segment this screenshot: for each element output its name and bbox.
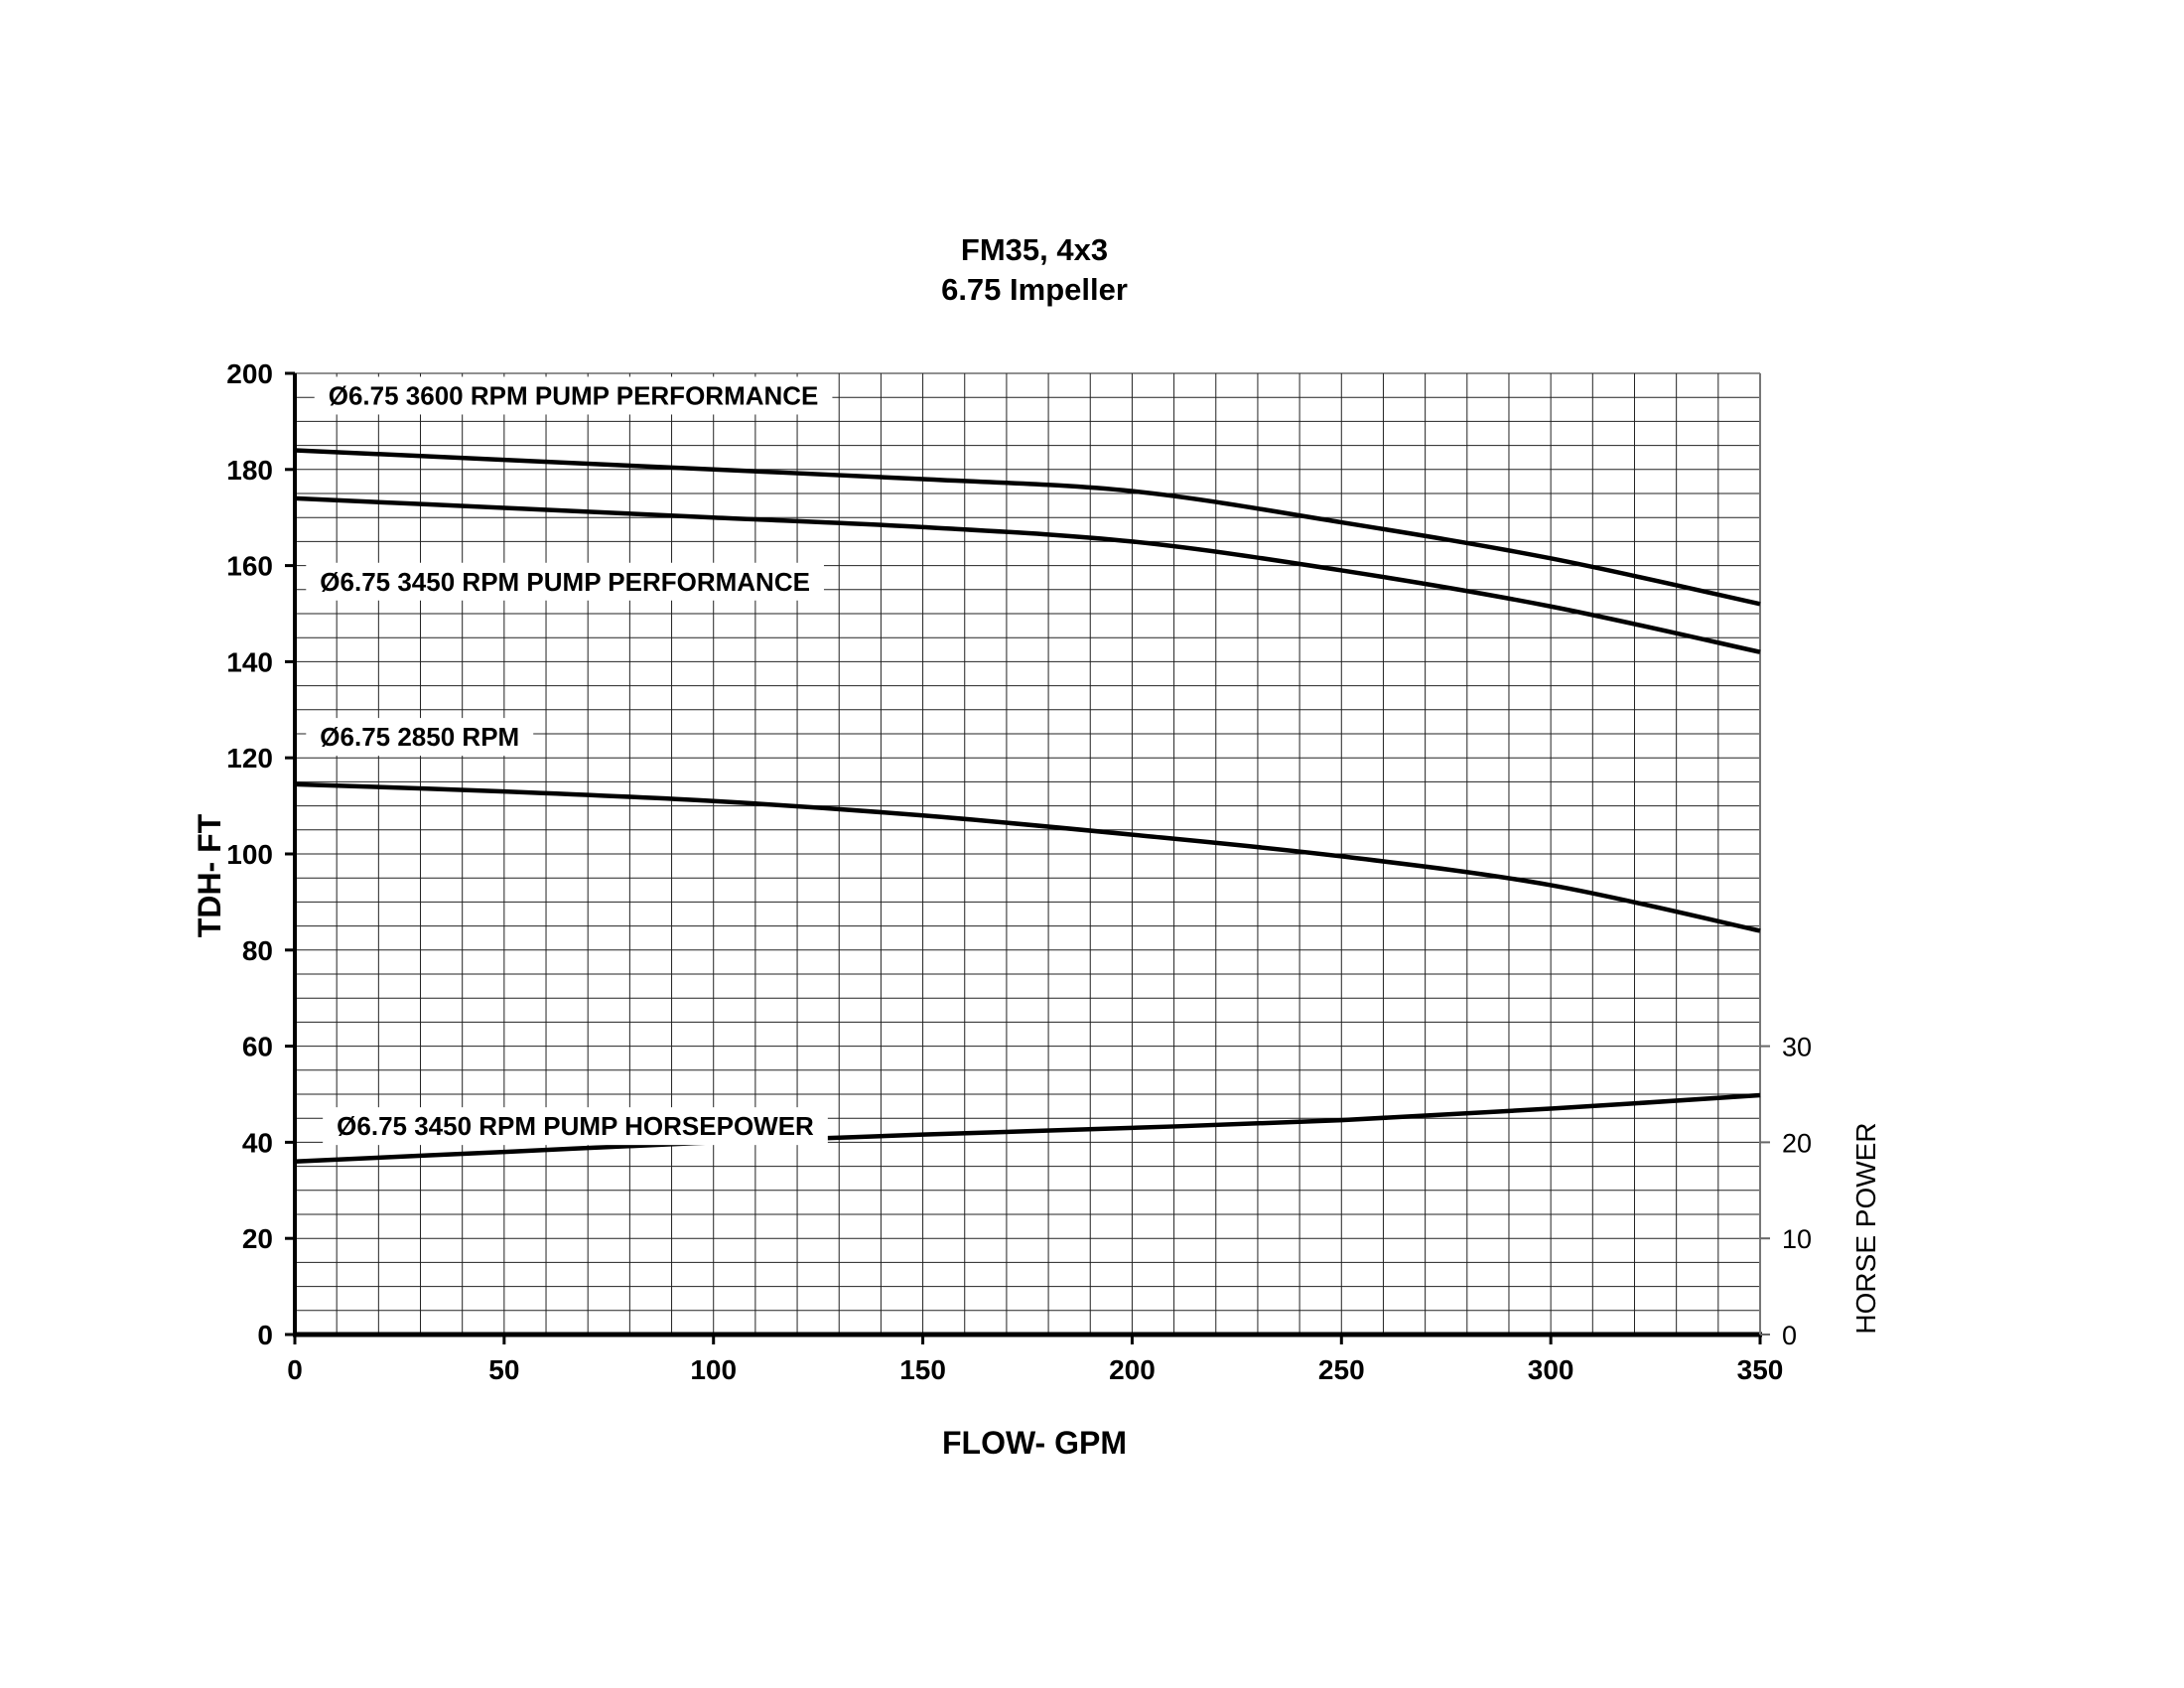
series-label-background bbox=[314, 376, 833, 415]
series-3450-rpm-label-group: Ø6.75 3450 RPM PUMP PERFORMANCE bbox=[306, 562, 824, 601]
x-tick-label: 200 bbox=[1109, 1354, 1156, 1385]
series-2850-rpm-label-group: Ø6.75 2850 RPM bbox=[306, 718, 534, 757]
x-tick-label: 300 bbox=[1528, 1354, 1574, 1385]
series-lines bbox=[294, 448, 1761, 1165]
series-3600-rpm-line bbox=[294, 448, 1761, 607]
y2-axis-label: HORSE POWER bbox=[1850, 1122, 1881, 1334]
x-axis-label: FLOW- GPM bbox=[942, 1425, 1127, 1461]
series-3450-rpm-hp-line bbox=[294, 1092, 1761, 1165]
series-3600-rpm-label: Ø6.75 3600 RPM PUMP PERFORMANCE bbox=[329, 380, 819, 410]
series-3450-rpm-hp-label-group: Ø6.75 3450 RPM PUMP HORSEPOWER bbox=[323, 1107, 828, 1146]
y2-tick-label: 30 bbox=[1782, 1033, 1812, 1062]
y-tick-label: 200 bbox=[226, 358, 273, 389]
x-tick-label: 0 bbox=[287, 1354, 303, 1385]
x-tick-label: 100 bbox=[690, 1354, 737, 1385]
x-tick-label: 350 bbox=[1737, 1354, 1784, 1385]
y-tick-label: 80 bbox=[242, 935, 273, 966]
y2-tick-label: 20 bbox=[1782, 1128, 1812, 1158]
series-2850-rpm-line bbox=[294, 781, 1761, 933]
chart-subtitle: 6.75 Impeller bbox=[941, 272, 1128, 307]
series-labels: Ø6.75 3600 RPM PUMP PERFORMANCE Ø6.75 345… bbox=[306, 376, 833, 1146]
y-tick-label: 120 bbox=[226, 743, 273, 774]
y2-tick-label: 10 bbox=[1782, 1224, 1812, 1254]
y-tick-label: 160 bbox=[226, 551, 273, 582]
y-tick-labels: 0 20 40 60 80 100 120 140 160 180 200 bbox=[226, 358, 295, 1350]
series-3450-rpm-line bbox=[294, 495, 1761, 654]
x-tick-label: 150 bbox=[899, 1354, 946, 1385]
y-axis-label: TDH- FT bbox=[192, 813, 227, 937]
plot-grid bbox=[295, 372, 1760, 1335]
y2-tick-labels: 0 10 20 30 bbox=[1760, 1033, 1812, 1350]
series-3450-rpm-label: Ø6.75 3450 RPM PUMP PERFORMANCE bbox=[320, 567, 810, 597]
y-tick-label: 20 bbox=[242, 1223, 273, 1254]
y2-tick-label: 0 bbox=[1782, 1321, 1797, 1350]
x-tick-label: 250 bbox=[1318, 1354, 1365, 1385]
y-tick-label: 0 bbox=[257, 1320, 273, 1350]
y-tick-label: 140 bbox=[226, 646, 273, 677]
y-tick-label: 100 bbox=[226, 839, 273, 870]
series-label-background bbox=[323, 1107, 828, 1146]
series-label-background bbox=[306, 718, 534, 757]
series-2850-rpm-label: Ø6.75 2850 RPM bbox=[320, 722, 519, 752]
y-tick-label: 60 bbox=[242, 1032, 273, 1062]
x-tick-label: 50 bbox=[488, 1354, 519, 1385]
chart-title: FM35, 4x3 bbox=[961, 232, 1108, 267]
series-label-background bbox=[306, 562, 824, 601]
x-tick-labels: 0 50 100 150 200 250 300 350 bbox=[287, 1335, 1783, 1385]
y-tick-label: 180 bbox=[226, 455, 273, 486]
series-3600-rpm-label-group: Ø6.75 3600 RPM PUMP PERFORMANCE bbox=[314, 376, 833, 415]
series-3450-rpm-hp-label: Ø6.75 3450 RPM PUMP HORSEPOWER bbox=[337, 1111, 814, 1141]
y-tick-label: 40 bbox=[242, 1127, 273, 1158]
